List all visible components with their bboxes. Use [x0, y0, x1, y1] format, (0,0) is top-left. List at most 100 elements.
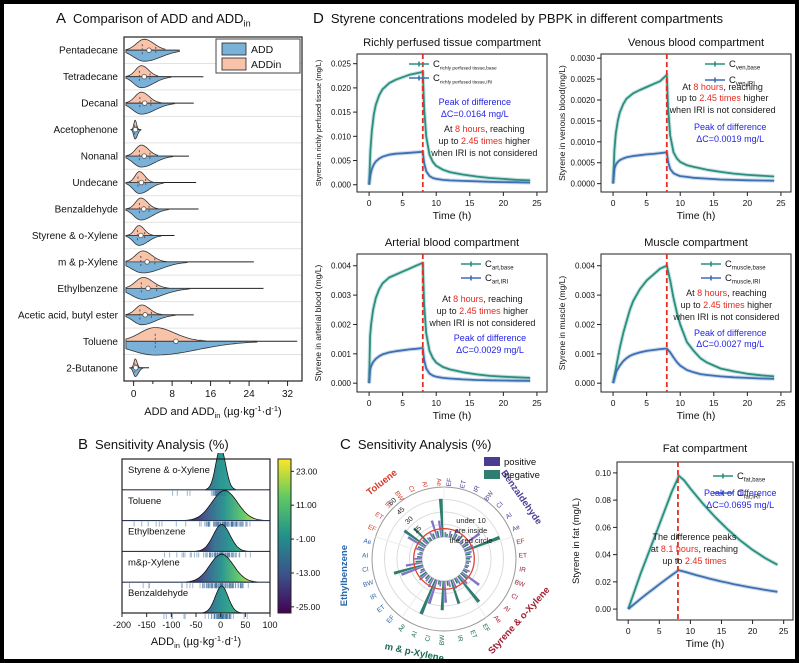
legend-label: positive [504, 457, 536, 468]
polar-bar [413, 527, 430, 544]
polar-param-label: AI [502, 604, 511, 613]
panel-d-label: D [313, 10, 324, 27]
colorbar-tick: 23.00 [296, 466, 318, 476]
x-tick: 0 [626, 626, 631, 636]
legend-label: Cmuscle,IRI [725, 273, 761, 286]
y-tick: 0.0020 [571, 96, 596, 105]
polar-bar [460, 541, 464, 545]
polar-bar [465, 560, 471, 563]
y-axis-label: Styrene in venous blood(mg/L) [557, 65, 567, 181]
polar-bar [419, 569, 426, 574]
violin-category-label: Ethylbenzene [57, 283, 118, 294]
series-line [368, 261, 531, 384]
polar-bar [414, 557, 422, 560]
polar-param-label: AI [420, 481, 428, 489]
polar-bar [401, 565, 424, 576]
polar-param-label: ET [459, 479, 468, 489]
violin-category-label: Tetradecane [63, 72, 118, 83]
center-note: the red circle [450, 536, 493, 545]
violin-category-label: Acetophenone [53, 125, 118, 136]
legend-label: negative [504, 470, 540, 481]
x-tick: 100 [262, 620, 277, 630]
polar-param-label: ET [376, 604, 387, 615]
polar-bar [430, 520, 438, 539]
polar-bar [444, 580, 447, 603]
chart-title: Venous blood compartment [628, 37, 765, 49]
annotation: Peak of difference ΔC=0.0029 mg/L [453, 333, 527, 356]
polar-bar [407, 536, 426, 549]
chart-venous-blood: Venous blood compartment 0.0000 0.0005 0.00… [555, 34, 795, 232]
polar-bar [417, 546, 425, 551]
polar-param-label: ET [519, 552, 528, 559]
polar-bar [463, 568, 471, 573]
polar-bar [460, 572, 468, 580]
x-tick: 10 [686, 626, 696, 636]
y-tick: 0.0010 [571, 138, 596, 147]
polar-bar [420, 568, 425, 572]
panel-c-label: C [340, 436, 351, 453]
legend-label: ADD [251, 44, 274, 56]
panel-d-title-text: Styrene concentrations modeled by PBPK i… [330, 11, 723, 26]
x-axis-label: Time (h) [677, 210, 716, 222]
line-chart: Muscle compartment 0.000 0.001 0.002 0.003 0.… [557, 237, 792, 422]
chart-richly-perfused: Richly perfused tissue compartment 0.000 0… [311, 34, 553, 232]
polar-bar [429, 532, 435, 540]
series-line [612, 264, 775, 384]
median-dot [173, 338, 179, 344]
polar-param-label: AI [505, 512, 514, 521]
polar-bar [436, 530, 440, 538]
polar-param-label: EF [386, 614, 397, 625]
annotation: Peak of difference ΔC=0.0164 mg/L [438, 97, 511, 120]
panel-a-label: A [56, 10, 67, 27]
chart-arterial-blood: Arterial blood compartment 0.000 0.001 0.00… [311, 234, 553, 432]
legend-label: ADDin [251, 59, 282, 71]
panel-b-title: B Sensitivity Analysis (%) [62, 436, 330, 453]
polar-param-label: ET [468, 629, 477, 639]
polar-bar [425, 575, 431, 582]
x-tick: 0 [367, 398, 372, 408]
center-note: are inside [455, 526, 488, 535]
x-tick: 15 [465, 198, 475, 208]
series-line [612, 347, 775, 384]
polar-bar [424, 574, 430, 580]
line-chart: Richly perfused tissue compartment 0.000 0… [314, 37, 548, 222]
legend-label: Cven,IRI [729, 75, 755, 88]
panel-b: B Sensitivity Analysis (%) Styrene & o-X… [62, 436, 330, 659]
y-tick: 0.0025 [571, 75, 596, 84]
violin-row [125, 144, 189, 168]
polar-bar [461, 532, 481, 547]
x-axis-label: Time (h) [686, 638, 725, 650]
violin-category-label: Benzaldehyde [55, 204, 119, 215]
polar-bar [448, 530, 452, 538]
polar-param-label: CI [424, 634, 432, 642]
polar-bar [453, 534, 458, 540]
series-line [612, 151, 775, 184]
polar-bar [426, 537, 431, 543]
panel-b-title-text: Sensitivity Analysis (%) [95, 437, 229, 452]
series-line [368, 150, 531, 185]
polar-bar [438, 498, 444, 538]
polar-bar [446, 580, 449, 586]
y-tick: 0.0015 [571, 117, 596, 126]
x-tick: 10 [675, 398, 685, 408]
polar-bar [465, 555, 472, 558]
y-tick: 0.001 [575, 350, 596, 359]
annotation: At 8 hours, reaching up to 2.45 times hig… [669, 81, 776, 116]
ridge-label: Ethylbenzene [128, 527, 186, 538]
y-axis-label: Styrene in richly perfused tissue (mg/L) [314, 60, 323, 187]
x-tick: 25 [532, 398, 542, 408]
polar-param-label: Ae [435, 478, 443, 487]
median-dot [138, 179, 145, 185]
x-tick: 25 [776, 198, 786, 208]
x-tick: 50 [240, 620, 250, 630]
polar-bar [446, 533, 448, 538]
x-tick: 15 [465, 398, 475, 408]
ridge-label: m&p-Xylene [128, 557, 180, 568]
x-tick: 20 [743, 198, 753, 208]
x-tick: 5 [644, 398, 649, 408]
legend-label: Cfat,IRI [737, 488, 760, 501]
polar-param-label: IR [456, 635, 464, 643]
ridge-curve [205, 453, 236, 491]
legend: positive negative [484, 457, 540, 481]
x-axis-label: Time (h) [433, 410, 472, 422]
